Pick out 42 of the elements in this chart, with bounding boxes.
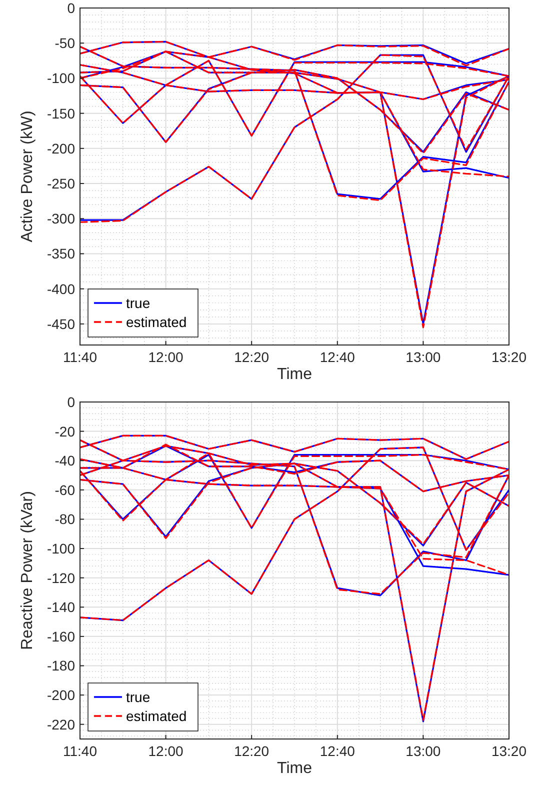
y-tick-label: -180 <box>46 658 76 674</box>
x-tick-label: 12:40 <box>320 349 356 365</box>
x-tick-label: 13:00 <box>406 743 441 759</box>
x-tick-label: 13:20 <box>491 743 527 759</box>
x-tick-label: 11:40 <box>63 743 98 759</box>
y-tick-label: -160 <box>46 628 76 644</box>
x-tick-label: 12:20 <box>234 743 270 759</box>
y-tick-label: -150 <box>46 105 76 122</box>
y-tick-label: -20 <box>54 423 76 440</box>
legend-label: estimated <box>126 314 187 330</box>
y-tick-label: 0 <box>67 0 76 16</box>
legend-label: estimated <box>126 708 187 724</box>
y-tick-label: 0 <box>67 394 76 410</box>
y-tick-label: -80 <box>54 511 76 528</box>
x-tick-label: 13:20 <box>491 349 527 365</box>
y-tick-label: -200 <box>46 687 76 704</box>
y-tick-label: -200 <box>46 140 76 156</box>
y-tick-label: -450 <box>46 316 76 332</box>
x-axis-title: Time <box>277 760 312 777</box>
x-tick-label: 12:00 <box>148 349 184 365</box>
x-tick-label: 13:00 <box>406 349 441 365</box>
y-tick-label: -120 <box>46 570 76 586</box>
y-axis-title: Reactive Power (kVar) <box>19 491 36 650</box>
y-axis-title: Active Power (kW) <box>19 110 36 242</box>
y-tick-label: -50 <box>54 35 76 52</box>
x-tick-label: 12:20 <box>234 349 270 365</box>
y-tick-label: -400 <box>46 280 76 297</box>
x-tick-label: 12:40 <box>320 743 356 759</box>
legend-label: true <box>126 689 150 705</box>
x-tick-label: 11:40 <box>63 349 98 365</box>
y-tick-label: -220 <box>46 716 76 732</box>
y-tick-label: -140 <box>46 599 76 616</box>
y-tick-label: -60 <box>54 482 76 498</box>
legend-label: true <box>126 295 150 311</box>
x-axis-title: Time <box>277 366 312 383</box>
y-tick-label: -250 <box>46 176 76 192</box>
y-tick-label: -40 <box>54 452 76 469</box>
x-tick-label: 12:00 <box>148 743 184 759</box>
y-tick-label: -100 <box>46 540 76 557</box>
y-tick-label: -100 <box>46 70 76 86</box>
y-tick-label: -350 <box>46 246 76 262</box>
y-tick-label: -300 <box>46 210 76 227</box>
